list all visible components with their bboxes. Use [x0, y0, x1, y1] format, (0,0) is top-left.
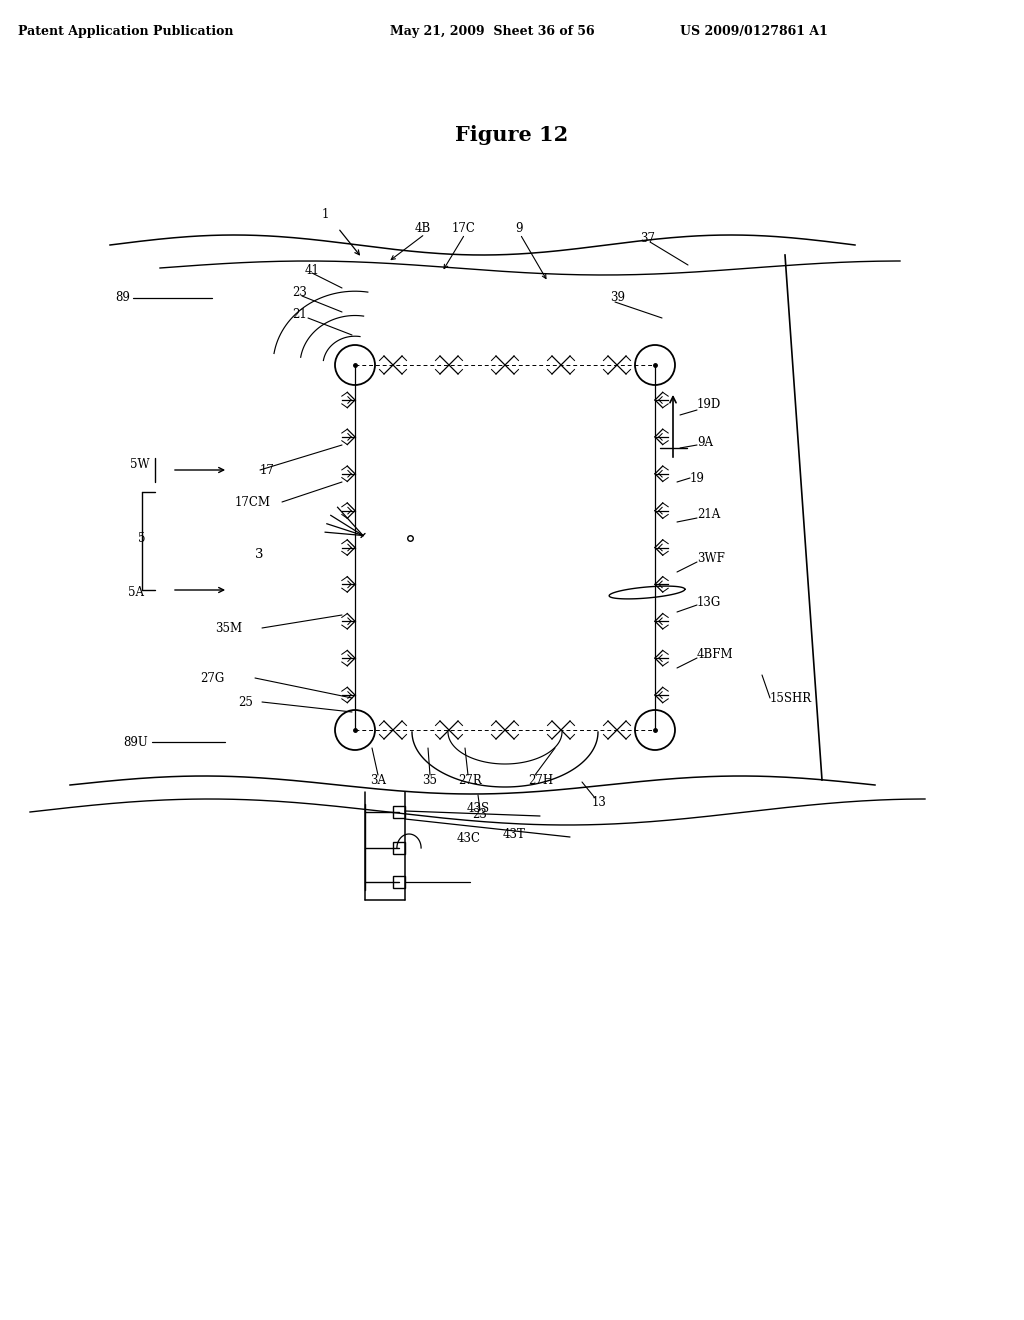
Text: 15SHR: 15SHR: [770, 692, 812, 705]
Text: 17C: 17C: [452, 222, 476, 235]
Text: 27R: 27R: [458, 774, 481, 787]
Text: 89U: 89U: [123, 735, 148, 748]
Text: 43C: 43C: [457, 832, 481, 845]
Text: 4BFM: 4BFM: [697, 648, 733, 661]
Text: US 2009/0127861 A1: US 2009/0127861 A1: [680, 25, 827, 38]
Text: 27G: 27G: [200, 672, 224, 685]
Text: 13G: 13G: [697, 595, 721, 609]
Text: 41: 41: [305, 264, 319, 276]
Text: 19D: 19D: [697, 399, 721, 412]
Text: 21A: 21A: [697, 508, 720, 521]
Text: 37: 37: [640, 231, 655, 244]
Text: Figure 12: Figure 12: [456, 125, 568, 145]
Text: 27H: 27H: [528, 774, 553, 787]
Text: 17CM: 17CM: [234, 495, 271, 508]
Text: 35: 35: [422, 774, 437, 787]
Text: 9A: 9A: [697, 436, 713, 449]
Text: 23: 23: [472, 808, 486, 821]
Text: 5W: 5W: [130, 458, 150, 471]
Text: 21: 21: [292, 309, 307, 322]
Text: 5A: 5A: [128, 586, 144, 598]
Text: 9: 9: [515, 222, 522, 235]
Text: 4B: 4B: [415, 222, 431, 235]
Text: 25: 25: [238, 696, 253, 709]
Text: 23: 23: [292, 285, 307, 298]
Text: 3A: 3A: [370, 774, 386, 787]
Text: 13: 13: [592, 796, 607, 808]
Text: 3WF: 3WF: [697, 552, 725, 565]
Text: 89: 89: [115, 292, 130, 305]
Text: 5: 5: [138, 532, 145, 544]
Text: 39: 39: [610, 292, 625, 305]
Text: 35M: 35M: [215, 622, 242, 635]
Text: May 21, 2009  Sheet 36 of 56: May 21, 2009 Sheet 36 of 56: [390, 25, 595, 38]
Text: 17: 17: [260, 463, 274, 477]
Text: Patent Application Publication: Patent Application Publication: [18, 25, 233, 38]
Text: 3: 3: [255, 549, 263, 561]
Text: 43T: 43T: [503, 828, 526, 841]
Text: 19: 19: [690, 471, 705, 484]
Text: 43S: 43S: [467, 803, 490, 816]
Text: 1: 1: [322, 209, 330, 222]
